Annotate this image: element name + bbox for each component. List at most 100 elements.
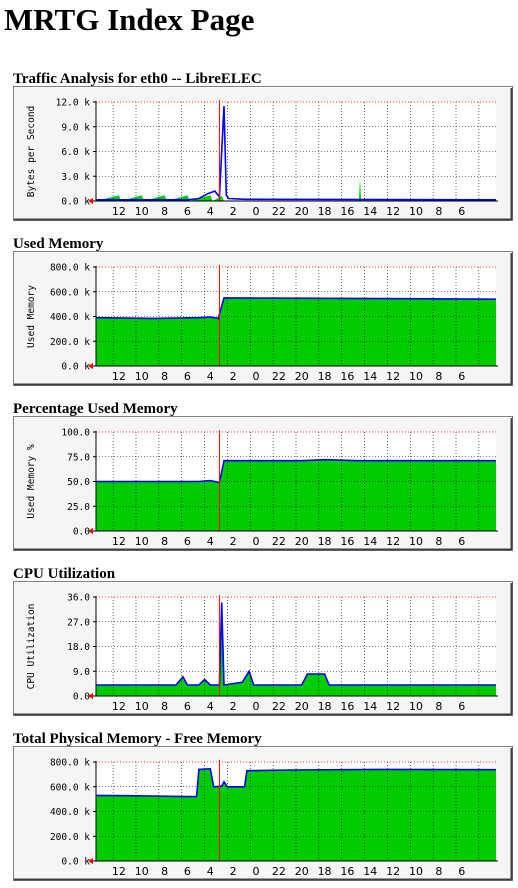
x-tick-label: 14 [363, 535, 377, 548]
series-in-area [96, 602, 496, 696]
y-tick-label: 400.0 k [50, 807, 90, 818]
y-tick-label: 0.0 k [61, 197, 90, 208]
x-tick-label: 22 [272, 205, 286, 218]
x-tick-label: 6 [184, 205, 191, 218]
grid [96, 267, 496, 366]
x-tick-label: 22 [272, 700, 286, 713]
y-tick-label: 600.0 k [50, 782, 90, 793]
graph-title: Traffic Analysis for eth0 -- LibreELEC [13, 71, 262, 87]
graph-panel: 800.0 k 600.0 k 400.0 k 200.0 k 0.0 k 12 10 8 6 4… [13, 746, 513, 881]
y-axis-title: Used Memory % [26, 444, 37, 519]
x-tick-label: 20 [295, 865, 309, 878]
x-tick-label: 4 [207, 865, 214, 878]
series-out-line [96, 458, 496, 484]
x-tick-label: 8 [435, 370, 442, 383]
x-tick-label: 6 [458, 370, 465, 383]
y-tick-label: 200.0 k [50, 832, 90, 843]
x-tick-label: 0 [253, 535, 260, 548]
axis-arrow-icon [88, 528, 93, 534]
y-tick-label: 36.0 [67, 593, 90, 604]
x-tick-label: 12 [386, 700, 400, 713]
x-tick-label: 10 [409, 370, 423, 383]
axis-arrow-icon [88, 858, 93, 864]
graph-image: 36.027.018.09.00.012 10 8 6 4 2 0 22 20 18 16 14 12 1… [13, 581, 513, 716]
x-tick-label: 18 [318, 700, 332, 713]
x-tick-label: 10 [135, 205, 149, 218]
y-tick-label: 400.0 k [50, 312, 90, 323]
x-tick-label: 18 [318, 370, 332, 383]
x-tick-label: 12 [112, 865, 126, 878]
y-tick-label: 100.0 [61, 428, 90, 439]
x-tick-label: 22 [272, 865, 286, 878]
x-tick-label: 16 [340, 865, 354, 878]
grid [96, 102, 496, 201]
y-tick-label: 9.0 [73, 667, 90, 678]
series-out-line [96, 602, 496, 686]
x-tick-label: 6 [184, 535, 191, 548]
y-axis-title: Used Memory [26, 285, 37, 348]
x-tick-label: 2 [230, 865, 237, 878]
x-tick-label: 6 [184, 700, 191, 713]
y-tick-label: 9.0 k [61, 122, 90, 133]
x-tick-label: 8 [435, 535, 442, 548]
x-tick-label: 0 [253, 700, 260, 713]
x-tick-label: 18 [318, 205, 332, 218]
y-tick-label: 18.0 [67, 642, 90, 653]
x-tick-label: 8 [161, 535, 168, 548]
x-tick-label: 18 [318, 535, 332, 548]
x-tick-label: 2 [230, 205, 237, 218]
x-tick-label: 12 [386, 205, 400, 218]
axis-arrow-icon [88, 693, 93, 699]
series-in-area [96, 297, 496, 366]
x-tick-label: 10 [135, 535, 149, 548]
x-tick-label: 4 [207, 535, 214, 548]
x-tick-label: 10 [135, 865, 149, 878]
y-tick-label: 600.0 k [50, 287, 90, 298]
x-tick-label: 6 [458, 535, 465, 548]
y-tick-label: 0.0 k [61, 362, 90, 373]
x-tick-label: 8 [161, 700, 168, 713]
x-tick-label: 12 [112, 535, 126, 548]
y-tick-label: 27.0 [67, 617, 90, 628]
y-tick-label: 0.0 [73, 692, 90, 703]
y-tick-label: 0.0 [73, 527, 90, 538]
x-tick-label: 16 [340, 370, 354, 383]
x-tick-label: 14 [363, 205, 377, 218]
x-tick-label: 22 [272, 370, 286, 383]
x-tick-label: 8 [435, 205, 442, 218]
x-tick-label: 2 [230, 370, 237, 383]
graph-panel: 100.0 75.0 50.0 25.0 0.0 12 10 8 6 4 2 0 22 20 18 16 14 1… [13, 416, 513, 551]
x-tick-label: 14 [363, 700, 377, 713]
y-tick-label: 800.0 k [50, 758, 90, 769]
y-tick-label: 800.0 k [50, 263, 90, 274]
x-tick-label: 18 [318, 865, 332, 878]
x-tick-label: 12 [386, 370, 400, 383]
x-tick-label: 8 [161, 370, 168, 383]
graph-image: 100.075.050.025.00.012 10 8 6 4 2 0 22 20 18 16 14 1… [13, 416, 513, 551]
series-out-line [95, 297, 497, 320]
graph-panel: 36.0 27.0 18.0 9.0 0.0 12 10 8 6 4 2 0 22 20 18 16 14 12 1… [13, 581, 513, 716]
x-tick-label: 12 [386, 865, 400, 878]
axis-arrow-icon [88, 198, 93, 204]
x-tick-label: 16 [340, 205, 354, 218]
page-title: MRTG Index Page [4, 2, 255, 37]
grid [96, 762, 496, 861]
x-tick-label: 14 [363, 370, 377, 383]
x-tick-label: 12 [386, 535, 400, 548]
x-tick-label: 10 [409, 535, 423, 548]
graph-title: CPU Utilization [13, 566, 116, 582]
y-tick-label: 50.0 [67, 477, 90, 488]
graph-panel: 12.0 k 9.0 k 6.0 k 3.0 k 0.0 k 12 10 8 6 4 2 0 22 20 1… [13, 86, 513, 221]
axis-arrow-icon [88, 363, 93, 369]
y-tick-label: 3.0 k [61, 172, 90, 183]
x-tick-label: 20 [295, 370, 309, 383]
x-tick-label: 4 [207, 370, 214, 383]
graph-image: 12.0 k9.0 k6.0 k3.0 k0.0 k12 10 8 6 4 2 0 22 20 1… [13, 86, 513, 221]
series-in-area [96, 768, 496, 861]
x-tick-label: 4 [207, 700, 214, 713]
graph-title: Total Physical Memory - Free Memory [13, 731, 262, 747]
grid [96, 597, 496, 696]
x-tick-label: 2 [230, 700, 237, 713]
y-tick-label: 0.0 k [61, 857, 90, 868]
x-tick-label: 0 [253, 205, 260, 218]
